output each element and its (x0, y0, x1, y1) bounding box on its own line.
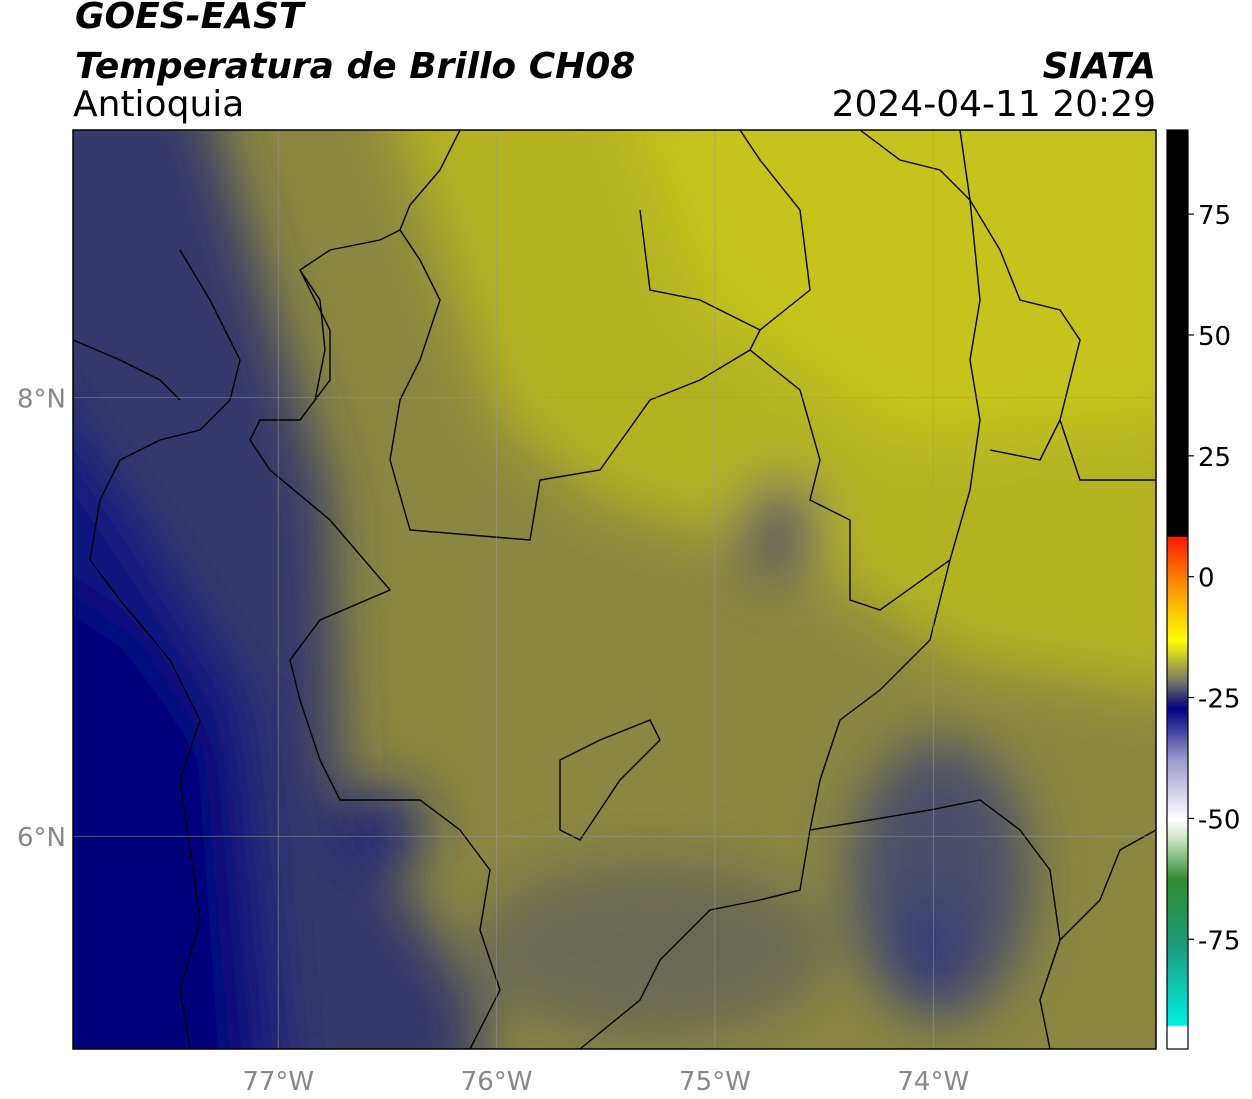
map-frame (72, 129, 1157, 1050)
datetime: 2024-04-11 20:29 (832, 84, 1156, 125)
colorbar-tick-label: 75 (1198, 201, 1231, 231)
map-image (73, 130, 1156, 1049)
x-tick-label: 76°W (461, 1067, 533, 1097)
y-tick-label: 6°N (17, 823, 66, 853)
title: GOES-EAST (75, 0, 306, 37)
colorbar-tick-label: -25 (1198, 685, 1240, 715)
region: Antioquia (73, 84, 244, 125)
colorbar (1166, 129, 1189, 1050)
colorbar-tick-label: -50 (1198, 805, 1240, 835)
x-tick-label: 74°W (897, 1067, 969, 1097)
source: SIATA (1043, 46, 1156, 87)
subtitle: Temperatura de Brillo CH08 (75, 46, 635, 87)
colorbar-tick-label: -75 (1198, 926, 1240, 956)
y-tick-label: 8°N (17, 385, 66, 415)
grid (73, 130, 1156, 1049)
colorbar-tick-label: 0 (1198, 564, 1215, 594)
colorbar-tick-label: 25 (1198, 443, 1231, 473)
x-tick-label: 75°W (679, 1067, 751, 1097)
colorbar-tick-label: 50 (1198, 322, 1231, 352)
x-tick-label: 77°W (242, 1067, 314, 1097)
